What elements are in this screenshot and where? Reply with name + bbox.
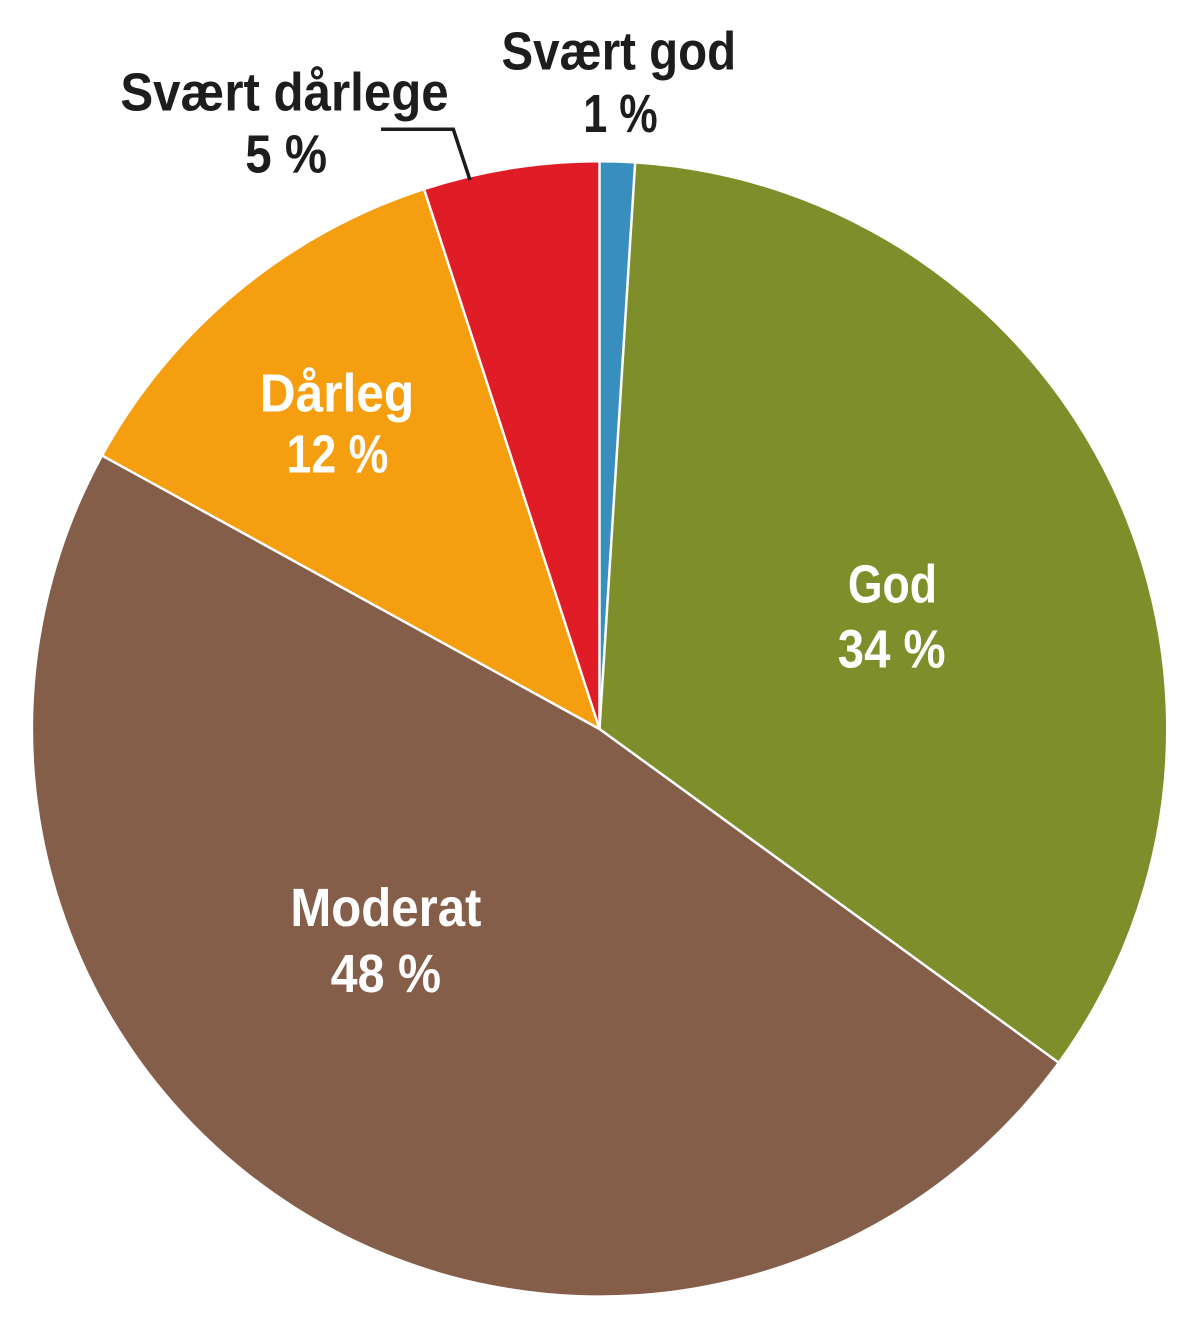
svg-text:God: God — [848, 555, 937, 615]
svg-text:12 %: 12 % — [287, 424, 389, 484]
svg-text:5 %: 5 % — [245, 124, 327, 185]
svg-text:Moderat: Moderat — [290, 877, 481, 938]
svg-text:Svært god: Svært god — [501, 21, 736, 82]
svg-text:1 %: 1 % — [583, 85, 657, 145]
svg-text:Dårleg: Dårleg — [260, 362, 414, 422]
svg-text:34 %: 34 % — [838, 618, 946, 679]
svg-text:Svært dårlege: Svært dårlege — [120, 61, 448, 122]
svg-text:48 %: 48 % — [331, 943, 441, 1003]
